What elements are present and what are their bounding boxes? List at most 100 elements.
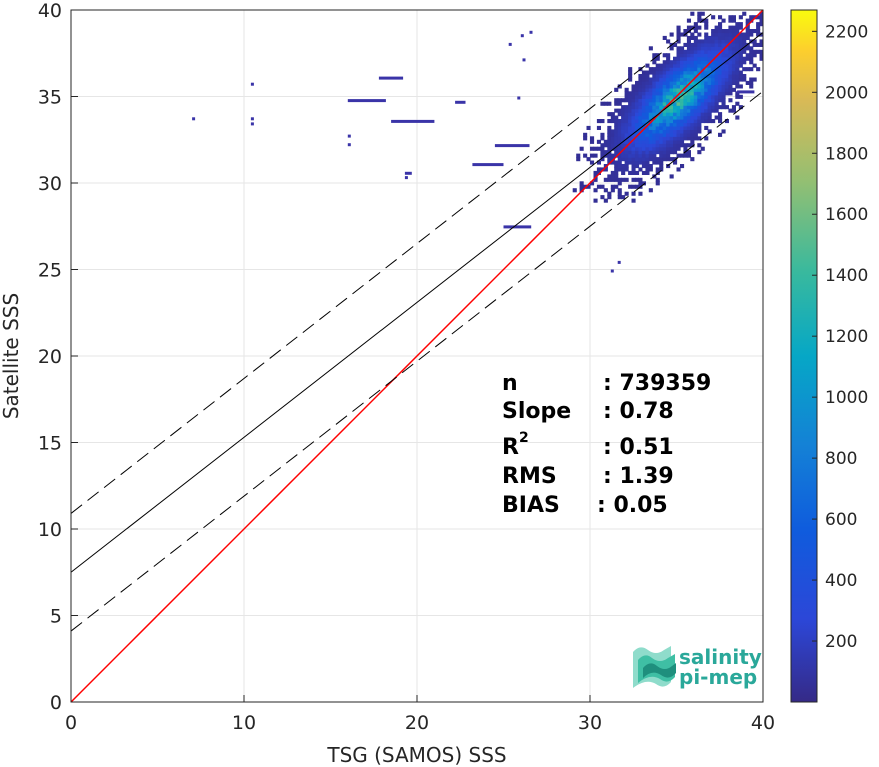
heat-cell — [638, 91, 643, 96]
heat-cell — [745, 25, 750, 30]
heat-cell — [635, 132, 640, 137]
heat-cell — [676, 25, 681, 30]
heat-cell — [621, 157, 626, 162]
heat-cell — [624, 87, 629, 92]
heat-cell — [645, 63, 650, 68]
heat-cell — [676, 39, 681, 44]
heat-cell — [673, 112, 678, 117]
heat-cell — [711, 80, 716, 85]
heat-cell — [704, 84, 709, 89]
heat-cell — [614, 150, 619, 155]
heat-cell — [704, 25, 709, 30]
heat-cell — [690, 35, 695, 40]
heat-cell — [655, 98, 660, 103]
heat-cell — [718, 91, 723, 96]
logo-line1: salinity — [679, 645, 762, 669]
heat-cell — [676, 129, 681, 134]
heat-cell — [676, 60, 681, 65]
heat-cell — [621, 146, 626, 151]
heat-cell — [666, 136, 671, 141]
heat-cell — [676, 29, 681, 34]
heat-cell — [669, 60, 674, 65]
heat-cell — [721, 98, 726, 103]
heat-cell — [583, 153, 588, 158]
heat-cell — [250, 122, 254, 126]
heat-cell — [641, 108, 646, 113]
heat-cell — [610, 129, 615, 134]
heat-cell — [655, 143, 660, 148]
heat-cell — [686, 74, 691, 79]
heat-cell — [718, 87, 723, 92]
heat-cell — [714, 25, 719, 30]
heat-cell — [628, 115, 633, 120]
heat-cell — [635, 157, 640, 162]
colorbar-tick-label: 1000 — [825, 388, 868, 408]
heat-cell — [628, 94, 633, 99]
heat-cell — [652, 139, 657, 144]
heat-cell — [718, 115, 723, 120]
heat-cell — [610, 132, 615, 137]
heat-cell — [707, 105, 712, 110]
heat-cell — [735, 35, 740, 40]
heat-cell — [250, 82, 254, 86]
heat-cell — [707, 49, 712, 54]
heat-cell — [641, 146, 646, 151]
heat-cell — [697, 39, 702, 44]
heat-cell — [728, 84, 733, 89]
heat-cell — [645, 84, 650, 89]
heat-cell — [648, 101, 653, 106]
heat-cell — [638, 119, 643, 124]
heat-cell — [631, 105, 636, 110]
heat-cell — [683, 42, 688, 47]
heat-cell — [624, 132, 629, 137]
heat-cell — [721, 101, 726, 106]
x-tick-label: 20 — [405, 712, 429, 734]
heat-cell — [711, 32, 716, 37]
heat-cell — [728, 67, 733, 72]
heat-cell — [624, 112, 629, 117]
heat-cell — [638, 160, 643, 165]
heat-cell — [621, 98, 626, 103]
heat-cell — [711, 77, 716, 82]
heat-cell — [669, 70, 674, 75]
heat-cell — [714, 29, 719, 34]
heat-cell — [662, 77, 667, 82]
heat-cell — [676, 35, 681, 40]
heat-cell — [738, 35, 743, 40]
heat-cell — [673, 150, 678, 155]
heat-cell — [645, 125, 650, 130]
heat-cell — [749, 77, 754, 82]
heat-cell — [631, 112, 636, 117]
heat-cell — [721, 84, 726, 89]
heat-cell — [250, 117, 254, 121]
heat-cell — [621, 177, 626, 182]
heat-cell — [714, 105, 719, 110]
heat-cell — [680, 153, 685, 158]
heat-cell — [600, 195, 605, 200]
heat-cell — [697, 11, 702, 16]
heat-cell — [693, 70, 698, 75]
heat-cell — [690, 101, 695, 106]
heat-cell — [693, 67, 698, 72]
heat-cell — [603, 177, 608, 182]
heat-cell — [686, 119, 691, 124]
heat-cell — [745, 46, 750, 51]
heat-cell — [673, 70, 678, 75]
heat-cell — [655, 70, 660, 75]
heat-cell — [621, 195, 626, 200]
heat-cell — [697, 108, 702, 113]
heat-cell — [607, 174, 612, 179]
heat-cell — [704, 77, 709, 82]
heat-cell — [638, 167, 643, 172]
heat-cell — [631, 198, 636, 203]
heat-cell — [690, 60, 695, 65]
heat-cell — [645, 115, 650, 120]
heat-cell — [631, 139, 636, 144]
heat-cell — [631, 108, 636, 113]
heat-cell — [666, 60, 671, 65]
colorbar-tick-label: 2000 — [825, 83, 868, 103]
heat-cell — [666, 53, 671, 58]
heat-cell — [711, 42, 716, 47]
heat-cell — [666, 80, 671, 85]
heat-cell — [714, 32, 719, 37]
